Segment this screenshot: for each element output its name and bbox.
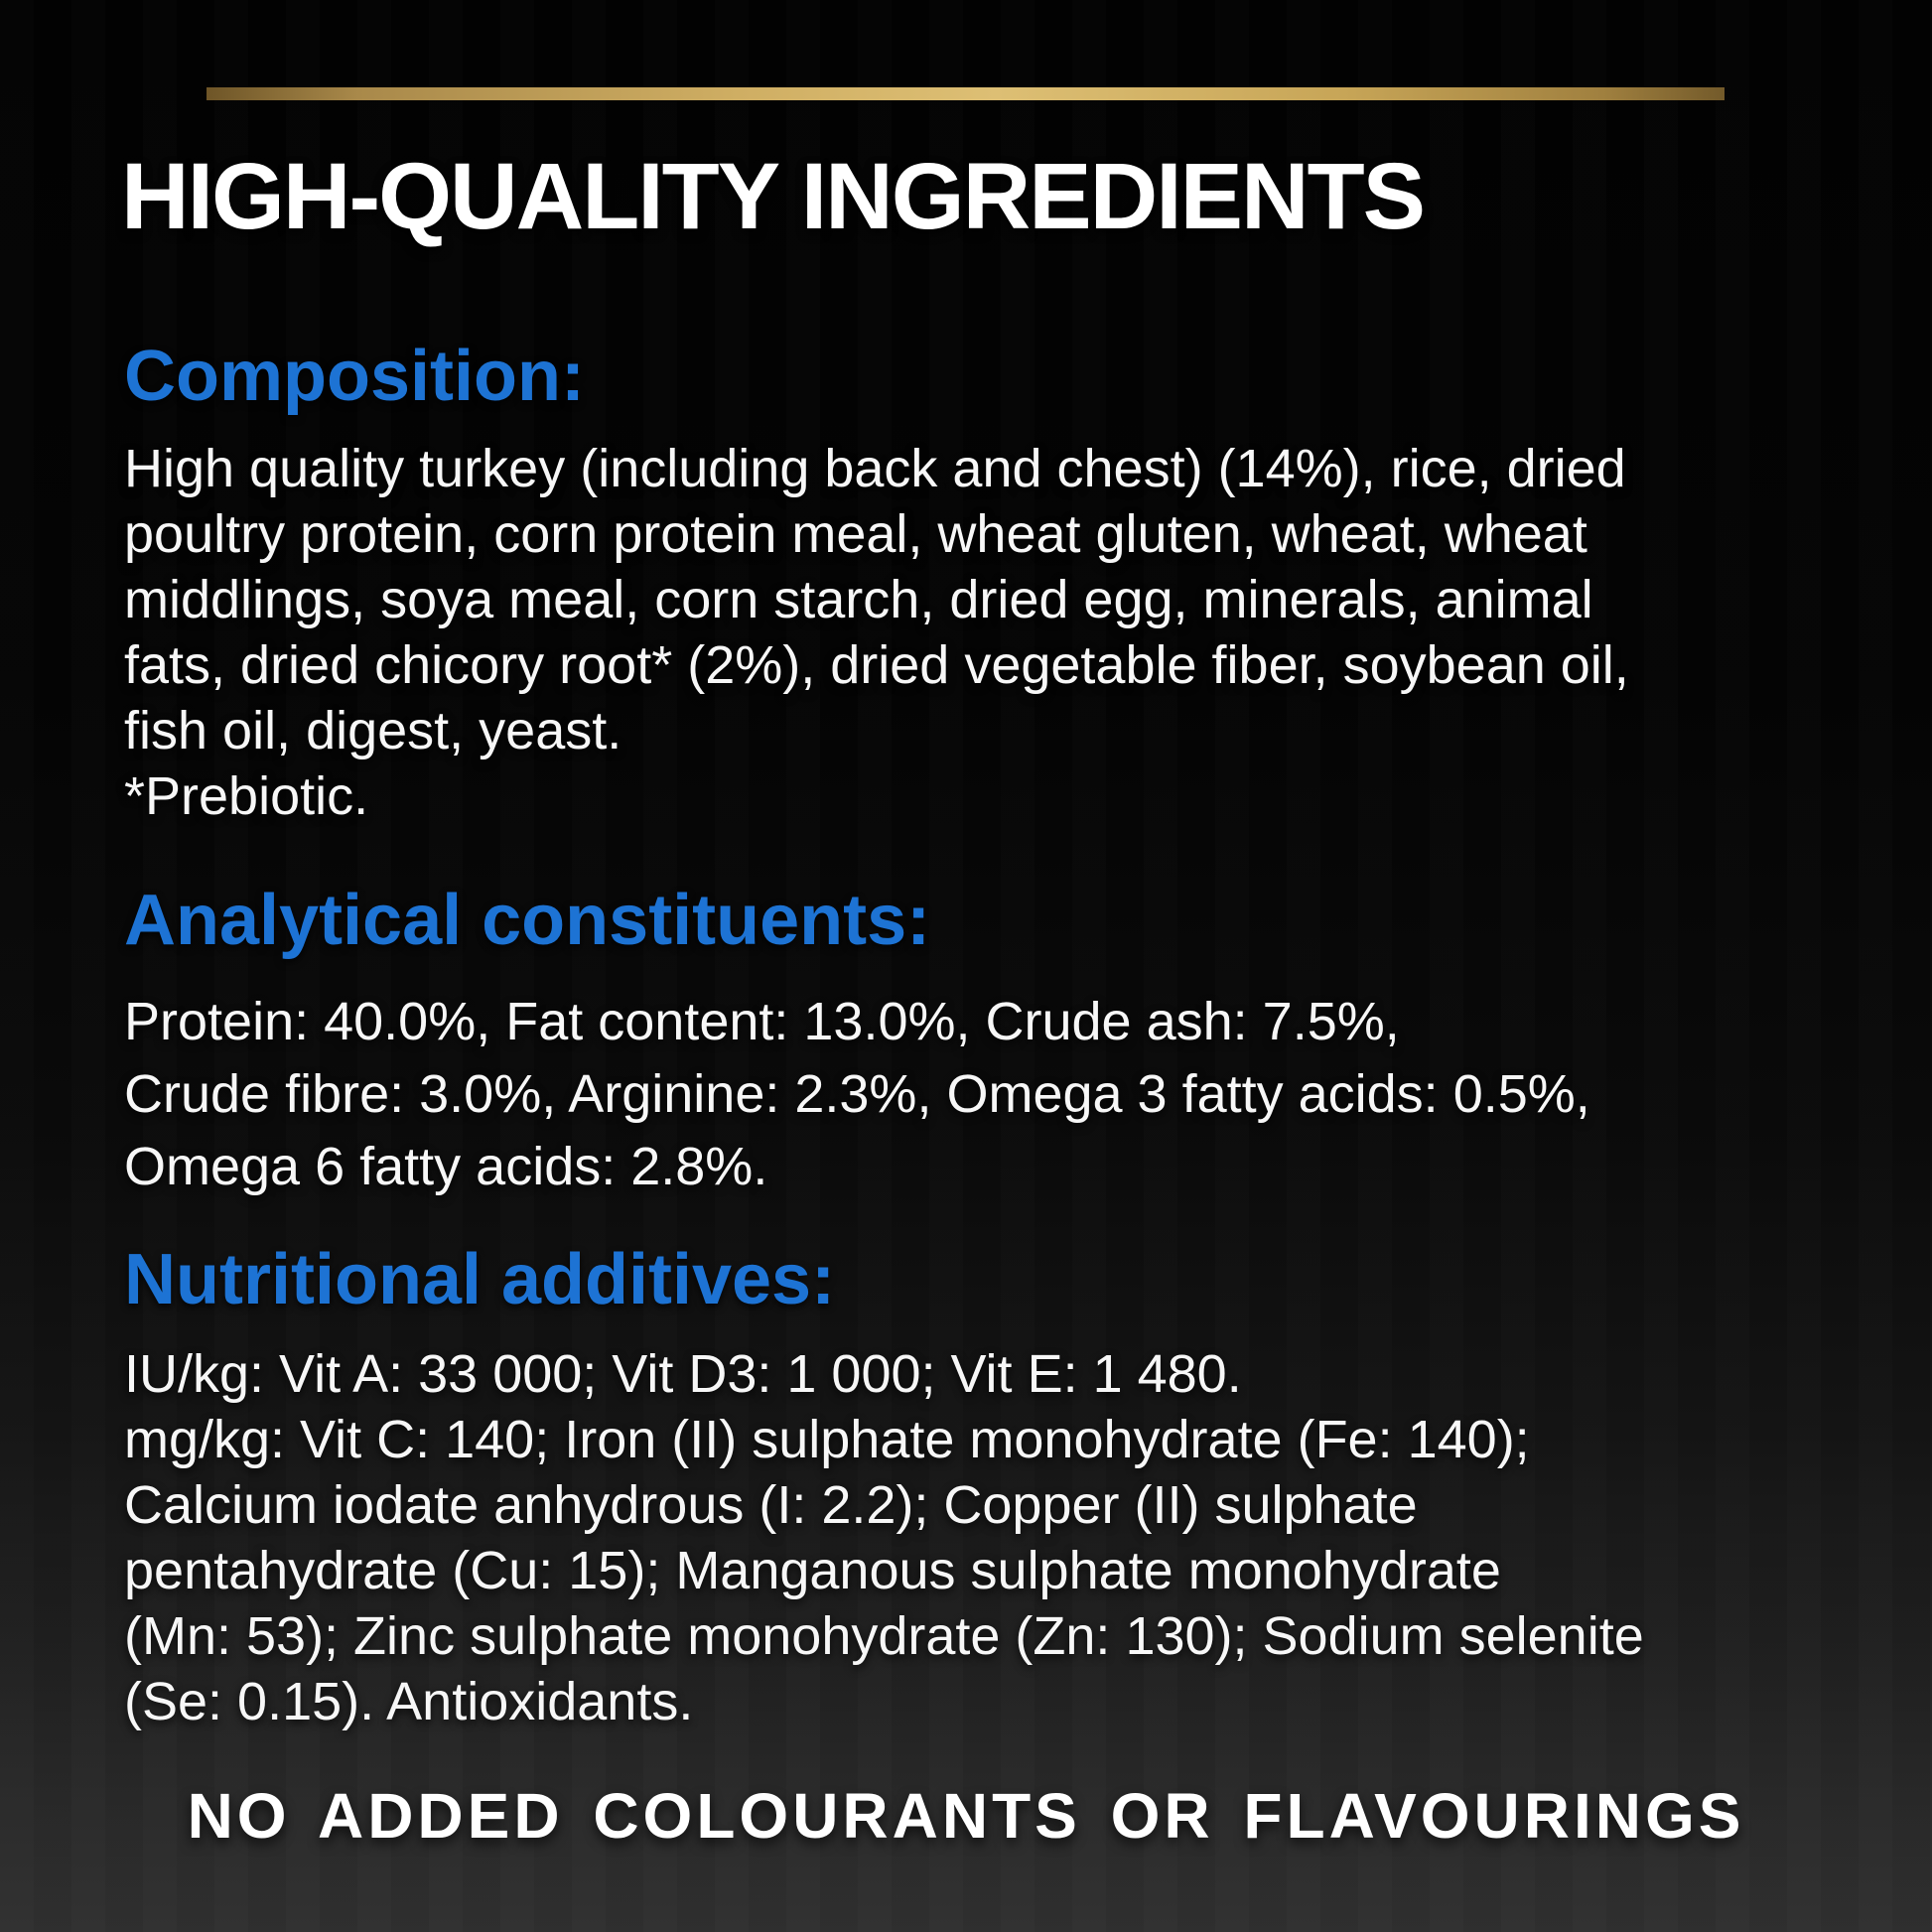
- additives-section: Nutritional additives: IU/kg: Vit A: 33 …: [124, 1240, 1852, 1734]
- analytical-line: Omega 6 fatty acids: 2.8%.: [124, 1137, 768, 1197]
- analytical-section: Analytical constituents: Protein: 40.0%,…: [124, 881, 1852, 1203]
- composition-section: Composition: High quality turkey (includ…: [124, 337, 1852, 829]
- composition-text: High quality turkey (including back and …: [124, 436, 1852, 829]
- additives-text: IU/kg: Vit A: 33 000; Vit D3: 1 000; Vit…: [124, 1341, 1852, 1734]
- additives-line: pentahydrate (Cu: 15); Manganous sulphat…: [124, 1541, 1501, 1601]
- composition-line: fish oil, digest, yeast.: [124, 701, 622, 761]
- composition-line: poultry protein, corn protein meal, whea…: [124, 504, 1587, 565]
- composition-line: middlings, soya meal, corn starch, dried…: [124, 570, 1593, 630]
- no-additives-claim: NO ADDED COLOURANTS OR FLAVOURINGS: [187, 1780, 1745, 1852]
- composition-heading: Composition:: [124, 337, 585, 416]
- additives-heading: Nutritional additives:: [124, 1240, 836, 1319]
- analytical-text: Protein: 40.0%, Fat content: 13.0%, Crud…: [124, 986, 1852, 1203]
- additives-line: Calcium iodate anhydrous (I: 2.2); Coppe…: [124, 1475, 1418, 1536]
- additives-line: (Mn: 53); Zinc sulphate monohydrate (Zn:…: [124, 1606, 1644, 1667]
- analytical-heading: Analytical constituents:: [124, 881, 931, 960]
- additives-line: (Se: 0.15). Antioxidants.: [124, 1672, 694, 1732]
- page-title: HIGH-QUALITY INGREDIENTS: [121, 144, 1426, 249]
- additives-line: IU/kg: Vit A: 33 000; Vit D3: 1 000; Vit…: [124, 1344, 1242, 1405]
- analytical-line: Protein: 40.0%, Fat content: 13.0%, Crud…: [124, 992, 1400, 1052]
- composition-line: fats, dried chicory root* (2%), dried ve…: [124, 635, 1629, 696]
- analytical-line: Crude fibre: 3.0%, Arginine: 2.3%, Omega…: [124, 1064, 1590, 1125]
- prebiotic-footnote: *Prebiotic.: [124, 766, 369, 827]
- additives-line: mg/kg: Vit C: 140; Iron (II) sulphate mo…: [124, 1410, 1530, 1470]
- composition-line: High quality turkey (including back and …: [124, 439, 1626, 499]
- gold-divider: [207, 87, 1725, 100]
